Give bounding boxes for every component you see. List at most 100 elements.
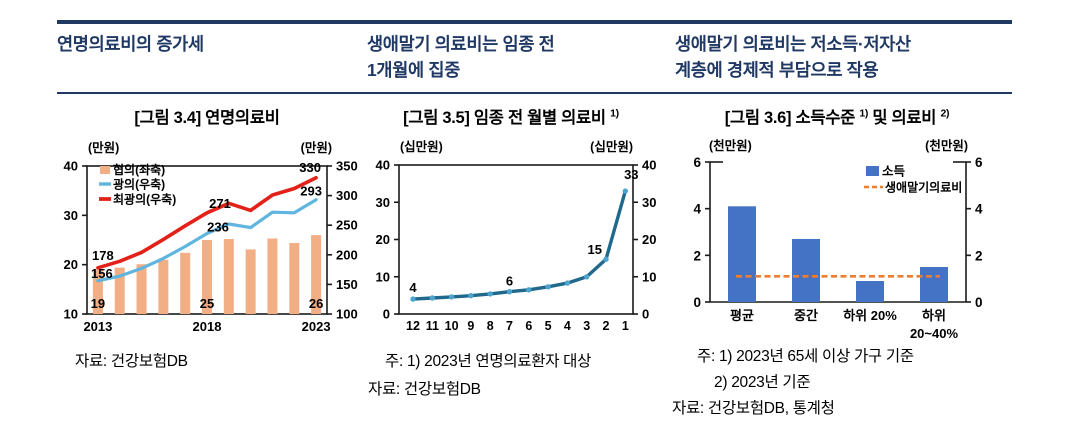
svg-text:4: 4 (693, 202, 701, 217)
svg-text:10: 10 (445, 319, 459, 333)
chart1-title: [그림 3.4] 연명의료비 (57, 104, 357, 128)
svg-text:10: 10 (376, 269, 390, 284)
column1-source: 자료: 건강보험DB (75, 353, 188, 370)
column2-header: 생애말기 의료비는 임종 전 1개월에 집중 (367, 31, 667, 83)
column3-notes: 주: 1) 2023년 65세 이상 가구 기준 2) 2023년 기준 자료:… (672, 344, 914, 422)
svg-text:40: 40 (642, 158, 656, 173)
chart3-title-text: [그림 3.6] 소득수준 (724, 109, 856, 127)
chart2-title-text: [그림 3.5] 임종 전 월별 의료비 (403, 109, 606, 127)
svg-text:하위: 하위 (922, 308, 946, 323)
svg-text:(십만원): (십만원) (400, 139, 443, 154)
chart2-title-sup1: 1) (610, 107, 619, 120)
svg-text:(십만원): (십만원) (590, 139, 633, 154)
svg-text:4: 4 (409, 280, 417, 295)
svg-text:15: 15 (588, 242, 602, 257)
svg-text:293: 293 (300, 184, 322, 199)
svg-text:30: 30 (64, 208, 78, 223)
svg-text:2023: 2023 (302, 319, 331, 334)
column3-header-line1: 생애말기 의료비는 저소득·저자산 (675, 34, 911, 54)
svg-text:300: 300 (336, 188, 358, 203)
svg-text:10: 10 (64, 307, 78, 322)
svg-text:0: 0 (693, 295, 701, 310)
column3-source: 자료: 건강보험DB, 통계청 (672, 400, 835, 417)
column2-header-line1: 생애말기 의료비는 임종 전 (367, 34, 555, 54)
svg-text:(만원): (만원) (301, 140, 332, 155)
svg-text:0: 0 (975, 295, 983, 310)
svg-text:40: 40 (376, 158, 390, 173)
svg-text:100: 100 (336, 307, 358, 322)
svg-text:(천만원): (천만원) (709, 138, 752, 153)
svg-text:30: 30 (642, 195, 656, 210)
svg-text:하위 20%: 하위 20% (843, 308, 897, 323)
svg-text:2013: 2013 (83, 319, 112, 334)
svg-text:30: 30 (376, 195, 390, 210)
svg-text:11: 11 (426, 319, 439, 333)
svg-text:330: 330 (299, 160, 321, 175)
column3-header: 생애말기 의료비는 저소득·저자산 계층에 경제적 부담으로 작용 (675, 31, 1020, 83)
svg-text:4: 4 (564, 319, 571, 333)
svg-text:12: 12 (406, 319, 420, 333)
svg-text:26: 26 (309, 296, 323, 311)
svg-text:25: 25 (200, 296, 214, 311)
svg-text:0: 0 (642, 307, 649, 322)
svg-text:3: 3 (583, 319, 590, 333)
column2-header-line2: 1개월에 집중 (367, 60, 460, 80)
column3-header-line2: 계층에 경제적 부담으로 작용 (675, 60, 879, 80)
svg-text:20: 20 (376, 232, 390, 247)
svg-text:중간: 중간 (794, 308, 818, 323)
svg-text:2018: 2018 (193, 319, 222, 334)
svg-text:6: 6 (506, 274, 513, 289)
chart3-title-sup1: 1) (859, 107, 869, 120)
svg-text:5: 5 (545, 319, 552, 333)
column2-note1: 주: 1) 2023년 연명의료환자 대상 (385, 353, 592, 370)
chart3-title-sup2: 2) (940, 107, 950, 120)
chart2-title: [그림 3.5] 임종 전 월별 의료비 1) (358, 104, 664, 128)
svg-text:7: 7 (506, 319, 513, 333)
svg-text:156: 156 (91, 266, 113, 281)
svg-text:최광의(우축): 최광의(우축) (113, 192, 176, 207)
column1-header-line1: 연명의료비의 증가세 (57, 34, 204, 54)
svg-text:9: 9 (467, 319, 474, 333)
chart1-title-text: [그림 3.4] 연명의료비 (134, 109, 280, 127)
column2-source: 자료: 건강보험DB (368, 381, 481, 398)
svg-text:19: 19 (91, 296, 105, 311)
chart-life-sustaining-cost-combo: 40 30 20 10 350 300 250 200 150 100 (만원) (만원) 2013 20… (64, 140, 358, 334)
svg-text:6: 6 (525, 319, 532, 333)
svg-text:광의(우축): 광의(우축) (113, 177, 165, 192)
svg-text:(천만원): (천만원) (925, 138, 968, 153)
header-underline-rule (57, 92, 1012, 94)
svg-text:271: 271 (209, 196, 231, 211)
chart3-title-mid: 및 의료비 (868, 109, 937, 127)
column3-note1: 주: 1) 2023년 65세 이상 가구 기준 (697, 348, 914, 365)
svg-text:350: 350 (336, 159, 358, 174)
svg-text:1: 1 (622, 319, 629, 333)
svg-text:236: 236 (207, 219, 229, 234)
svg-text:250: 250 (336, 218, 358, 233)
svg-text:20: 20 (642, 232, 656, 247)
svg-text:평균: 평균 (730, 308, 754, 323)
svg-text:6: 6 (975, 155, 983, 170)
svg-text:생애말기의료비: 생애말기의료비 (885, 180, 962, 195)
svg-text:20: 20 (64, 257, 78, 272)
svg-text:20~40%: 20~40% (910, 326, 959, 341)
svg-text:40: 40 (64, 159, 78, 174)
svg-text:10: 10 (642, 269, 656, 284)
chart3-title: [그림 3.6] 소득수준 1) 및 의료비 2) (665, 104, 1009, 128)
svg-text:6: 6 (693, 155, 701, 170)
svg-text:(만원): (만원) (88, 140, 119, 155)
column1-notes: 자료: 건강보험DB (75, 348, 188, 376)
column3-note2: 2) 2023년 기준 (714, 374, 811, 391)
svg-text:178: 178 (92, 248, 114, 263)
svg-text:150: 150 (336, 277, 358, 292)
svg-text:2: 2 (975, 248, 983, 263)
svg-text:0: 0 (383, 307, 390, 322)
svg-text:8: 8 (487, 319, 494, 333)
svg-text:2: 2 (603, 319, 610, 333)
column2-notes: 주: 1) 2023년 연명의료환자 대상 자료: 건강보험DB (368, 348, 591, 404)
svg-text:2: 2 (693, 248, 701, 263)
svg-text:33: 33 (624, 167, 638, 182)
top-rule (57, 20, 1012, 24)
